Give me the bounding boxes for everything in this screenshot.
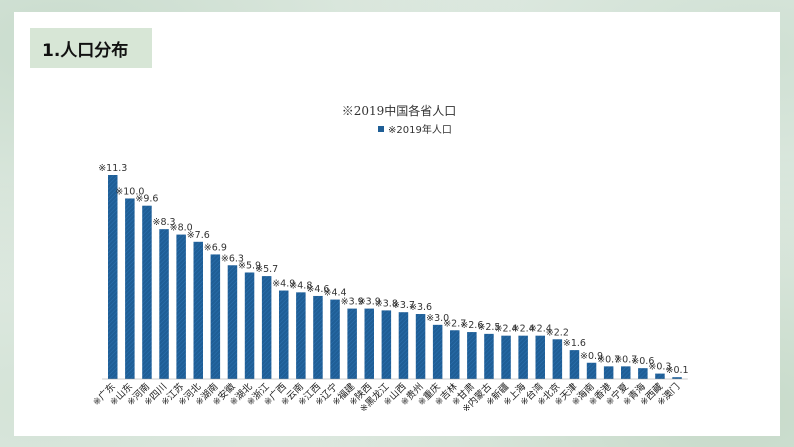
value-label-15: ※3.9 — [341, 297, 364, 308]
legend-label: ※2019年人口 — [388, 123, 452, 136]
bar-17 — [381, 310, 392, 379]
section-heading-box: 1.人口分布 — [30, 28, 152, 68]
value-label-10: ※5.7 — [255, 264, 278, 275]
value-label-21: ※2.7 — [443, 318, 466, 329]
value-label-5: ※8.0 — [170, 223, 193, 234]
value-label-20: ※3.0 — [426, 313, 449, 324]
value-label-11: ※4.9 — [272, 279, 295, 290]
bar-33 — [655, 373, 665, 379]
value-label-16: ※3.9 — [358, 297, 381, 308]
bar-18 — [398, 312, 409, 379]
value-label-1: ※11.3 — [98, 163, 127, 174]
value-label-9: ※5.9 — [238, 260, 261, 271]
value-label-13: ※4.6 — [306, 284, 329, 295]
value-label-30: ※0.7 — [597, 354, 620, 365]
section-heading: 1.人口分布 — [42, 40, 129, 61]
value-label-4: ※8.3 — [153, 217, 176, 228]
value-label-23: ※2.5 — [477, 322, 500, 333]
value-label-18: ※3.7 — [392, 300, 415, 311]
value-label-31: ※0.7 — [614, 354, 637, 365]
bar-34 — [672, 377, 682, 379]
bar-16 — [364, 308, 374, 379]
value-label-7: ※6.9 — [204, 242, 227, 253]
bar-28 — [569, 350, 580, 379]
bar-3 — [142, 205, 152, 379]
legend-swatch — [378, 126, 384, 132]
value-label-2: ※10.0 — [115, 186, 144, 197]
bar-26 — [535, 335, 545, 379]
chart-legend: ※2019年人口 — [378, 123, 452, 136]
chart-title: ※2019中国各省人口 — [342, 103, 457, 118]
bar-24 — [501, 335, 511, 379]
slide-panel: 1.人口分布 — [14, 12, 780, 436]
value-label-26: ※2.4 — [529, 324, 552, 335]
bar-5 — [176, 234, 186, 379]
bar-14 — [330, 299, 340, 379]
value-label-33: ※0.3 — [648, 362, 671, 373]
bar-25 — [518, 335, 528, 379]
value-label-17: ※3.8 — [375, 298, 398, 309]
value-label-32: ※0.6 — [631, 356, 654, 367]
bar-27 — [552, 339, 563, 379]
bar-12 — [296, 292, 306, 379]
value-label-25: ※2.4 — [512, 324, 535, 335]
bar-4 — [159, 229, 169, 379]
bar-8 — [227, 265, 238, 379]
bar-series — [108, 175, 682, 379]
bar-19 — [415, 314, 426, 379]
bar-31 — [621, 366, 631, 379]
value-label-3: ※9.6 — [135, 194, 158, 205]
value-label-34: ※0.1 — [666, 365, 689, 376]
value-label-22: ※2.6 — [460, 320, 483, 331]
bar-29 — [586, 362, 597, 379]
bar-10 — [261, 276, 272, 379]
bar-9 — [244, 272, 255, 379]
value-label-6: ※7.6 — [187, 230, 210, 241]
category-labels: ※广东※山东※河南※四川※江苏※河北※湖南※安徽※湖北※浙江※广西※云南※江西※… — [90, 380, 682, 415]
value-label-14: ※4.4 — [324, 288, 347, 299]
value-label-12: ※4.8 — [289, 280, 312, 291]
bar-32 — [638, 368, 648, 379]
value-label-27: ※2.2 — [546, 327, 569, 338]
value-label-24: ※2.4 — [495, 324, 518, 335]
bar-13 — [313, 295, 323, 379]
value-label-28: ※1.6 — [563, 338, 586, 349]
value-labels: ※11.3 ※10.0※9.6 ※8.3※8.0※7.6※6.9※6.3※5.9※5… — [98, 163, 688, 376]
value-label-19: ※3.6 — [409, 302, 432, 313]
bar-22 — [467, 332, 477, 379]
value-label-29: ※0.9 — [580, 351, 603, 362]
bar-6 — [193, 241, 203, 379]
bar-30 — [603, 366, 614, 379]
bar-1 — [108, 175, 118, 379]
bar-23 — [484, 333, 494, 379]
value-label-8: ※6.3 — [221, 253, 244, 264]
bar-11 — [279, 290, 289, 379]
bar-7 — [210, 254, 221, 379]
bar-21 — [450, 330, 460, 379]
bar-2 — [125, 198, 135, 379]
bar-15 — [347, 308, 357, 379]
bar-20 — [432, 324, 443, 379]
